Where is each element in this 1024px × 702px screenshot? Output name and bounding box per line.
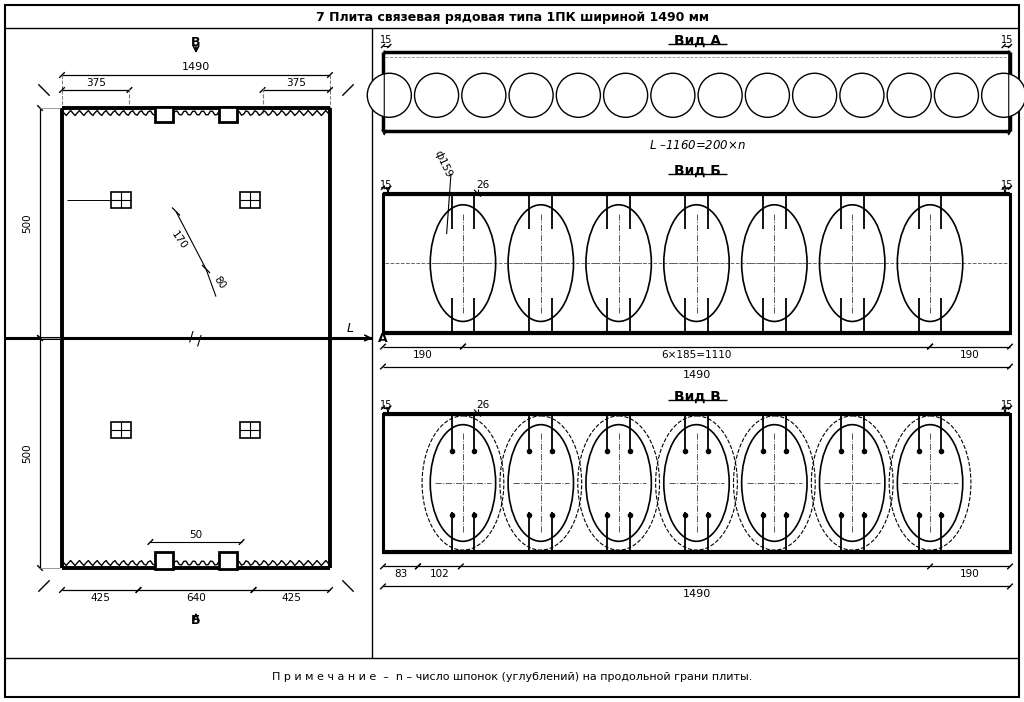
Circle shape	[793, 73, 837, 117]
Text: ф159: ф159	[432, 149, 454, 179]
Text: /: /	[197, 333, 202, 347]
Circle shape	[887, 73, 931, 117]
Text: 15: 15	[1000, 399, 1013, 409]
Text: 7 Плита связевая рядовая типа 1ПК шириной 1490 мм: 7 Плита связевая рядовая типа 1ПК ширино…	[315, 11, 709, 23]
Text: 83: 83	[394, 569, 408, 579]
Text: 425: 425	[90, 593, 111, 603]
Bar	[240, 422, 260, 438]
Bar	[111, 192, 131, 208]
Text: Б: Б	[191, 614, 201, 626]
Bar	[240, 192, 260, 208]
Bar	[219, 107, 238, 122]
Text: Вид Б: Вид Б	[674, 164, 721, 178]
Bar	[111, 422, 131, 438]
Text: 190: 190	[413, 350, 433, 359]
Bar	[383, 413, 1010, 552]
Circle shape	[982, 73, 1024, 117]
Text: 1490: 1490	[182, 62, 210, 72]
Text: 500: 500	[22, 443, 32, 463]
Text: 6×185=1110: 6×185=1110	[662, 350, 732, 359]
Text: 26: 26	[476, 399, 489, 409]
Text: Вид А: Вид А	[674, 34, 721, 48]
Bar	[155, 107, 173, 122]
Text: 102: 102	[429, 569, 450, 579]
Circle shape	[934, 73, 979, 117]
Text: 375: 375	[86, 78, 105, 88]
Bar	[219, 552, 238, 569]
Text: 15: 15	[1000, 180, 1013, 190]
Text: 26: 26	[476, 180, 489, 190]
Text: 15: 15	[380, 35, 392, 45]
Circle shape	[368, 73, 412, 117]
Circle shape	[462, 73, 506, 117]
Circle shape	[698, 73, 742, 117]
Text: $L$ –1160=200×$n$: $L$ –1160=200×$n$	[648, 139, 745, 152]
Text: 375: 375	[287, 78, 306, 88]
Text: 1490: 1490	[682, 590, 711, 600]
Text: 190: 190	[961, 350, 980, 359]
Bar	[383, 194, 1010, 333]
Text: 15: 15	[380, 180, 392, 190]
Bar	[155, 552, 173, 569]
Circle shape	[415, 73, 459, 117]
Text: 80: 80	[211, 274, 227, 291]
Text: 190: 190	[961, 569, 980, 579]
Circle shape	[745, 73, 790, 117]
Circle shape	[840, 73, 884, 117]
Circle shape	[651, 73, 695, 117]
Text: Вид В: Вид В	[674, 390, 721, 404]
Text: П р и м е ч а н и е  –  n – число шпонок (углублений) на продольной грани плиты.: П р и м е ч а н и е – n – число шпонок (…	[271, 672, 753, 682]
Text: 500: 500	[22, 213, 32, 233]
Circle shape	[603, 73, 647, 117]
Text: 425: 425	[282, 593, 302, 603]
Text: 15: 15	[1000, 35, 1013, 45]
Text: /: /	[188, 329, 194, 343]
Circle shape	[509, 73, 553, 117]
Text: 640: 640	[186, 593, 206, 603]
Text: 15: 15	[380, 399, 392, 409]
Circle shape	[556, 73, 600, 117]
Text: В: В	[191, 37, 201, 50]
Text: 170: 170	[169, 230, 188, 251]
Text: 1490: 1490	[682, 369, 711, 380]
Text: L: L	[346, 322, 353, 336]
Text: 50: 50	[189, 530, 203, 540]
Text: А: А	[378, 331, 388, 345]
